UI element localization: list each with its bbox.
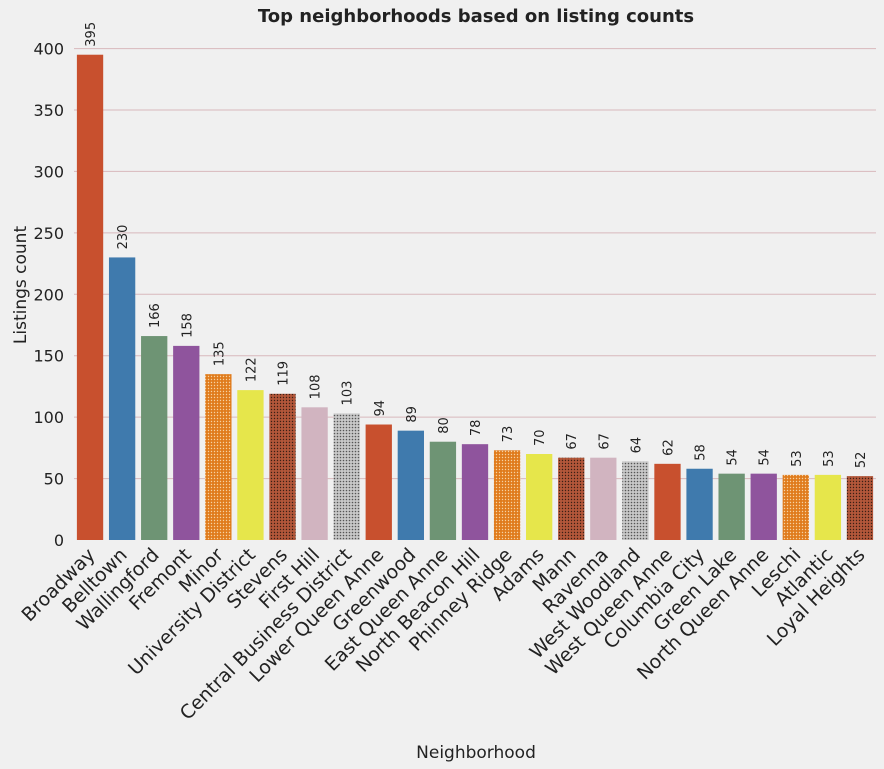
data-label: 119 — [277, 361, 292, 386]
data-label: 54 — [726, 449, 741, 466]
bar — [366, 425, 392, 540]
data-label: 73 — [501, 426, 516, 443]
bar — [173, 346, 199, 540]
bar — [301, 407, 327, 540]
bar — [654, 464, 680, 540]
y-axis-label: Listings count — [11, 226, 31, 345]
bar — [558, 458, 584, 540]
bar — [783, 475, 809, 540]
data-label: 52 — [854, 452, 869, 469]
bar — [77, 55, 103, 540]
data-label: 80 — [437, 417, 452, 434]
x-axis-label: Neighborhood — [416, 743, 536, 763]
data-label: 122 — [244, 357, 259, 382]
data-label: 62 — [661, 439, 676, 456]
data-label: 54 — [758, 449, 773, 466]
y-tick-label: 100 — [33, 408, 64, 427]
bar — [847, 476, 873, 540]
data-label: 78 — [469, 420, 484, 437]
y-tick-label: 350 — [33, 101, 64, 120]
bar — [622, 461, 648, 540]
x-axis-ticks: BroadwayBelltownWallingfordFremontMinorU… — [17, 544, 869, 725]
data-labels: 395 230 166 158 135 122 119 108 103 94 89 80 78 73 70 6… — [84, 22, 869, 468]
data-label: 135 — [212, 341, 227, 366]
data-label: 395 — [84, 22, 99, 47]
data-label: 58 — [694, 444, 709, 461]
data-label: 53 — [790, 450, 805, 467]
bar — [334, 413, 360, 540]
bar — [205, 374, 231, 540]
bar — [590, 458, 616, 540]
bar — [237, 390, 263, 540]
bar — [269, 394, 295, 540]
data-label: 166 — [148, 303, 163, 328]
data-label: 94 — [373, 400, 388, 417]
data-label: 53 — [822, 450, 837, 467]
bar — [815, 475, 841, 540]
bar — [494, 450, 520, 540]
data-label: 230 — [116, 225, 131, 250]
bar — [686, 469, 712, 540]
bar — [751, 474, 777, 540]
bar — [526, 454, 552, 540]
data-label: 64 — [629, 437, 644, 454]
bar — [141, 336, 167, 540]
data-label: 103 — [341, 381, 356, 406]
y-tick-label: 50 — [44, 470, 64, 489]
data-label: 108 — [309, 374, 324, 399]
bar — [430, 442, 456, 540]
y-tick-label: 150 — [33, 347, 64, 366]
data-label: 67 — [565, 433, 580, 450]
y-tick-label: 300 — [33, 162, 64, 181]
chart-title: Top neighborhoods based on listing count… — [258, 6, 694, 27]
y-tick-label: 200 — [33, 285, 64, 304]
data-label: 158 — [180, 313, 195, 338]
bar — [718, 474, 744, 540]
bar — [109, 257, 135, 540]
bars — [77, 55, 873, 540]
y-axis-ticks: 0 50 100 150 200 250 300 350 400 — [33, 40, 64, 550]
bar — [398, 431, 424, 540]
y-tick-label: 0 — [54, 531, 64, 550]
y-tick-label: 400 — [33, 40, 64, 59]
data-label: 67 — [597, 433, 612, 450]
y-tick-label: 250 — [33, 224, 64, 243]
data-label: 89 — [405, 406, 420, 423]
data-label: 70 — [533, 429, 548, 446]
bar — [462, 444, 488, 540]
